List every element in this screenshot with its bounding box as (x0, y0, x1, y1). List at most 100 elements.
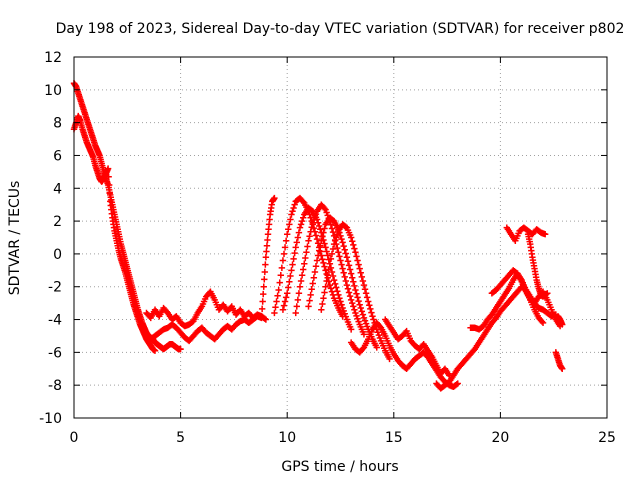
plus-marker (282, 294, 290, 301)
plus-marker (329, 245, 337, 253)
plus-marker (353, 253, 360, 260)
y-tick-label: -4 (48, 313, 62, 329)
plus-marker (347, 270, 355, 277)
x-tick-label: 0 (70, 430, 79, 446)
plus-marker (341, 246, 348, 254)
plus-marker (386, 355, 393, 363)
plus-marker (354, 294, 361, 301)
plus-marker (347, 296, 355, 304)
plus-marker (297, 277, 305, 285)
plus-marker (280, 302, 288, 309)
plus-marker (260, 283, 267, 290)
plus-marker (559, 365, 566, 372)
plus-marker (321, 225, 328, 232)
plus-marker (368, 309, 375, 316)
plus-marker (344, 258, 352, 265)
plus-marker (350, 241, 357, 249)
plus-marker (360, 281, 368, 289)
y-tick-label: 12 (44, 50, 62, 66)
plus-marker (320, 295, 327, 302)
plus-marker (454, 380, 461, 387)
plus-marker (350, 278, 357, 286)
plus-marker (306, 297, 313, 304)
plus-marker (262, 261, 269, 268)
plus-marker (320, 229, 327, 236)
x-axis-ticks: 0 5 10 15 20 25 (70, 57, 616, 446)
plot-frame (73, 56, 608, 419)
plus-marker (297, 221, 305, 228)
plus-marker (543, 290, 550, 298)
plus-marker (366, 301, 373, 309)
plus-marker (279, 306, 287, 313)
plus-marker (333, 284, 340, 291)
plus-marker (321, 205, 328, 212)
plus-marker (337, 298, 344, 305)
x-tick-label: 20 (491, 430, 509, 446)
series-arc-1 (258, 194, 278, 320)
plus-marker (325, 266, 332, 273)
plus-marker (342, 223, 350, 231)
plus-marker (367, 305, 374, 313)
plus-marker (294, 296, 302, 304)
plus-marker (355, 261, 362, 268)
y-tick-label: 6 (53, 148, 62, 164)
plus-marker (342, 277, 350, 285)
plus-marker (361, 285, 369, 293)
plus-marker (105, 173, 112, 180)
plus-marker (321, 289, 328, 296)
plus-marker (302, 254, 309, 262)
plus-marker (327, 285, 335, 292)
plus-marker (341, 273, 348, 281)
plus-marker (261, 268, 269, 276)
plus-marker (323, 248, 330, 255)
series-morning-b (147, 313, 265, 345)
plus-marker (359, 311, 367, 318)
plus-marker (323, 270, 330, 278)
plus-marker (453, 381, 460, 388)
plus-marker (347, 326, 355, 333)
plus-marker (343, 281, 351, 289)
plus-marker (321, 263, 328, 270)
plus-marker (292, 244, 299, 251)
plus-marker (278, 264, 286, 272)
plus-marker (295, 229, 303, 236)
plus-marker (294, 234, 302, 241)
plus-marker (293, 239, 300, 246)
plus-marker (329, 228, 337, 236)
plus-marker (291, 249, 298, 257)
plus-marker (287, 272, 294, 280)
plus-marker (324, 252, 331, 259)
plus-marker (285, 284, 292, 291)
plus-marker (340, 269, 347, 276)
plus-marker (356, 265, 363, 272)
data-marks (70, 80, 566, 392)
plus-marker (347, 234, 355, 241)
plus-marker (328, 250, 336, 258)
plus-marker (354, 257, 361, 264)
plus-marker (295, 290, 303, 297)
plus-marker (105, 181, 113, 189)
plus-marker (310, 274, 318, 281)
plus-marker (319, 300, 326, 308)
plus-marker (312, 232, 320, 239)
plus-marker (357, 304, 364, 312)
plus-marker (330, 276, 338, 284)
plus-marker (359, 345, 367, 352)
plus-marker (337, 257, 344, 264)
plus-marker (285, 226, 292, 233)
plus-marker (318, 237, 325, 244)
plus-marker (352, 286, 359, 294)
series-end (552, 349, 566, 372)
series-arc-5 (305, 214, 380, 351)
plus-marker (262, 316, 270, 323)
plus-marker (286, 221, 293, 228)
plus-marker (349, 274, 356, 281)
plus-marker (303, 249, 310, 256)
plus-marker (305, 303, 312, 310)
plus-marker (264, 236, 271, 244)
plus-marker (271, 194, 278, 202)
plus-marker (320, 259, 327, 267)
plus-marker (331, 280, 339, 288)
plus-marker (282, 237, 290, 244)
